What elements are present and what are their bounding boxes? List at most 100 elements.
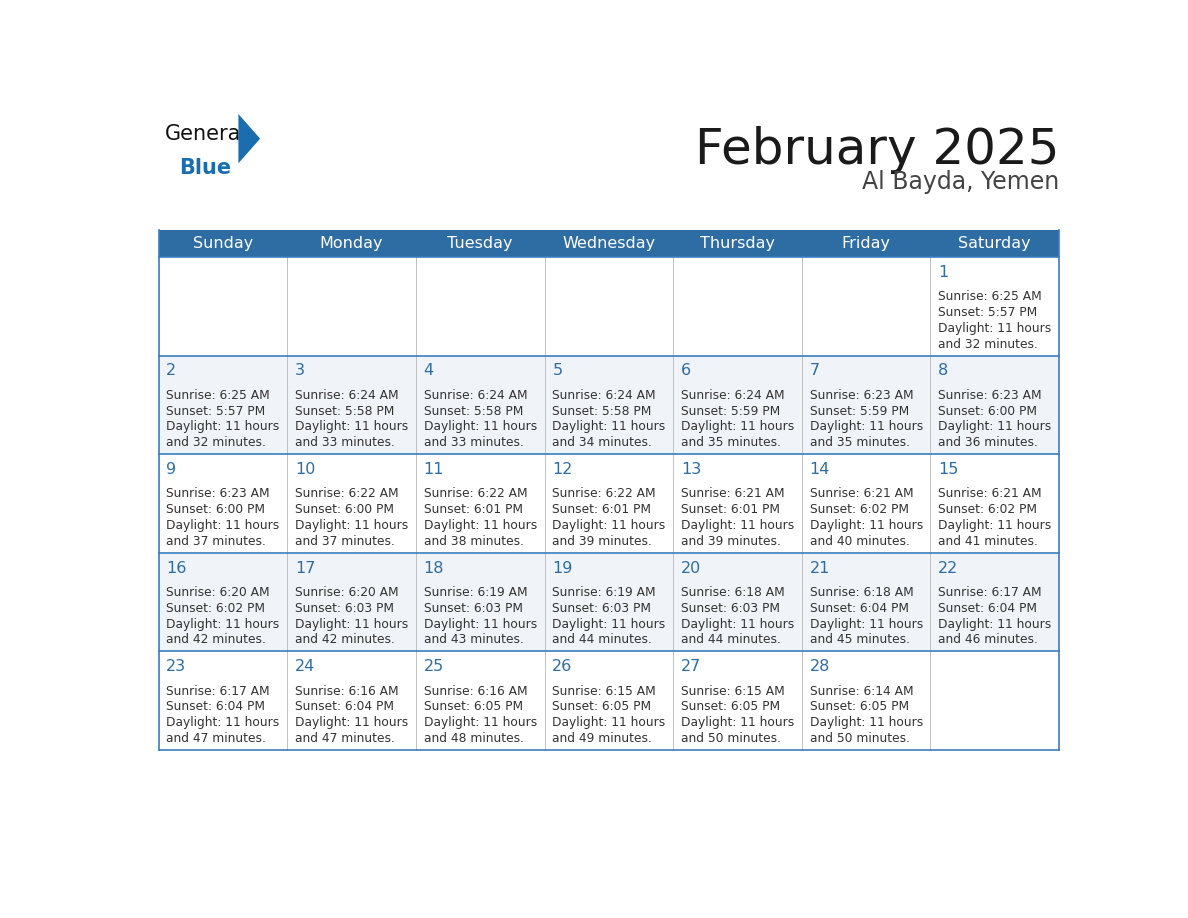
Text: Daylight: 11 hours: Daylight: 11 hours — [681, 716, 794, 729]
Text: Al Bayda, Yemen: Al Bayda, Yemen — [861, 170, 1060, 195]
Text: Sunrise: 6:19 AM: Sunrise: 6:19 AM — [424, 586, 527, 599]
Text: 5: 5 — [552, 364, 562, 378]
Text: 20: 20 — [681, 561, 701, 576]
Text: and 47 minutes.: and 47 minutes. — [295, 732, 394, 744]
Text: Sunset: 6:02 PM: Sunset: 6:02 PM — [939, 503, 1037, 516]
Text: Sunset: 6:00 PM: Sunset: 6:00 PM — [939, 405, 1037, 418]
Text: 9: 9 — [166, 462, 177, 477]
Text: Sunset: 6:03 PM: Sunset: 6:03 PM — [552, 602, 651, 615]
Text: Friday: Friday — [841, 236, 891, 251]
Text: 3: 3 — [295, 364, 305, 378]
Text: Sunset: 5:58 PM: Sunset: 5:58 PM — [295, 405, 394, 418]
Text: Daylight: 11 hours: Daylight: 11 hours — [424, 618, 537, 631]
Text: and 36 minutes.: and 36 minutes. — [939, 436, 1038, 449]
Text: Sunset: 6:04 PM: Sunset: 6:04 PM — [809, 602, 909, 615]
Bar — [158, 230, 1060, 257]
Text: Daylight: 11 hours: Daylight: 11 hours — [552, 716, 665, 729]
Text: 14: 14 — [809, 462, 830, 477]
Text: and 48 minutes.: and 48 minutes. — [424, 732, 524, 744]
Text: Sunset: 6:03 PM: Sunset: 6:03 PM — [295, 602, 394, 615]
Text: and 39 minutes.: and 39 minutes. — [552, 535, 652, 548]
Text: and 35 minutes.: and 35 minutes. — [681, 436, 781, 449]
Text: Saturday: Saturday — [959, 236, 1031, 251]
Text: Daylight: 11 hours: Daylight: 11 hours — [295, 716, 409, 729]
Text: Sunset: 6:00 PM: Sunset: 6:00 PM — [295, 503, 394, 516]
Text: Sunrise: 6:22 AM: Sunrise: 6:22 AM — [295, 487, 399, 500]
Text: and 44 minutes.: and 44 minutes. — [552, 633, 652, 646]
Text: Daylight: 11 hours: Daylight: 11 hours — [939, 322, 1051, 335]
Text: Sunday: Sunday — [192, 236, 253, 251]
Text: and 32 minutes.: and 32 minutes. — [166, 436, 266, 449]
Text: Sunrise: 6:18 AM: Sunrise: 6:18 AM — [681, 586, 785, 599]
Text: and 33 minutes.: and 33 minutes. — [424, 436, 524, 449]
Text: Sunrise: 6:16 AM: Sunrise: 6:16 AM — [424, 685, 527, 698]
Text: Daylight: 11 hours: Daylight: 11 hours — [166, 519, 279, 532]
Text: Sunset: 6:05 PM: Sunset: 6:05 PM — [424, 700, 523, 713]
Text: Daylight: 11 hours: Daylight: 11 hours — [424, 716, 537, 729]
Text: Sunset: 5:59 PM: Sunset: 5:59 PM — [681, 405, 781, 418]
Text: Blue: Blue — [178, 158, 230, 178]
Text: Daylight: 11 hours: Daylight: 11 hours — [552, 519, 665, 532]
Text: 7: 7 — [809, 364, 820, 378]
Text: Sunset: 6:01 PM: Sunset: 6:01 PM — [681, 503, 781, 516]
Text: Sunset: 6:04 PM: Sunset: 6:04 PM — [166, 700, 265, 713]
Text: and 42 minutes.: and 42 minutes. — [295, 633, 394, 646]
Text: 24: 24 — [295, 659, 315, 674]
Text: Sunset: 5:57 PM: Sunset: 5:57 PM — [166, 405, 266, 418]
Text: and 43 minutes.: and 43 minutes. — [424, 633, 524, 646]
Text: Sunset: 6:05 PM: Sunset: 6:05 PM — [681, 700, 781, 713]
Text: Sunrise: 6:21 AM: Sunrise: 6:21 AM — [939, 487, 1042, 500]
Text: 16: 16 — [166, 561, 187, 576]
Bar — [158, 257, 1060, 356]
Text: 23: 23 — [166, 659, 187, 674]
Text: 27: 27 — [681, 659, 701, 674]
Text: 15: 15 — [939, 462, 959, 477]
Text: and 50 minutes.: and 50 minutes. — [681, 732, 781, 744]
Text: and 39 minutes.: and 39 minutes. — [681, 535, 781, 548]
Text: and 33 minutes.: and 33 minutes. — [295, 436, 394, 449]
Text: and 41 minutes.: and 41 minutes. — [939, 535, 1038, 548]
Text: Sunrise: 6:21 AM: Sunrise: 6:21 AM — [681, 487, 784, 500]
Text: Sunrise: 6:17 AM: Sunrise: 6:17 AM — [939, 586, 1042, 599]
Text: Daylight: 11 hours: Daylight: 11 hours — [809, 519, 923, 532]
Text: Sunrise: 6:17 AM: Sunrise: 6:17 AM — [166, 685, 270, 698]
Text: Sunrise: 6:19 AM: Sunrise: 6:19 AM — [552, 586, 656, 599]
Text: and 40 minutes.: and 40 minutes. — [809, 535, 910, 548]
Text: Tuesday: Tuesday — [448, 236, 513, 251]
Text: 12: 12 — [552, 462, 573, 477]
Text: Wednesday: Wednesday — [562, 236, 656, 251]
Text: Sunrise: 6:20 AM: Sunrise: 6:20 AM — [295, 586, 399, 599]
Text: and 50 minutes.: and 50 minutes. — [809, 732, 910, 744]
Text: Daylight: 11 hours: Daylight: 11 hours — [552, 618, 665, 631]
Text: Thursday: Thursday — [700, 236, 775, 251]
Text: Sunrise: 6:24 AM: Sunrise: 6:24 AM — [552, 389, 656, 402]
Text: and 42 minutes.: and 42 minutes. — [166, 633, 266, 646]
Text: 26: 26 — [552, 659, 573, 674]
Text: 2: 2 — [166, 364, 177, 378]
Polygon shape — [239, 114, 260, 163]
Text: Daylight: 11 hours: Daylight: 11 hours — [424, 420, 537, 433]
Text: Sunset: 6:03 PM: Sunset: 6:03 PM — [424, 602, 523, 615]
Text: Sunset: 5:58 PM: Sunset: 5:58 PM — [424, 405, 523, 418]
Text: Sunrise: 6:22 AM: Sunrise: 6:22 AM — [424, 487, 527, 500]
Text: General: General — [165, 124, 247, 144]
Text: Daylight: 11 hours: Daylight: 11 hours — [166, 420, 279, 433]
Text: and 37 minutes.: and 37 minutes. — [166, 535, 266, 548]
Text: Daylight: 11 hours: Daylight: 11 hours — [939, 519, 1051, 532]
Text: 8: 8 — [939, 364, 948, 378]
Text: and 45 minutes.: and 45 minutes. — [809, 633, 910, 646]
Text: Sunrise: 6:24 AM: Sunrise: 6:24 AM — [295, 389, 399, 402]
Text: Sunrise: 6:22 AM: Sunrise: 6:22 AM — [552, 487, 656, 500]
Text: Sunset: 6:04 PM: Sunset: 6:04 PM — [295, 700, 394, 713]
Text: Sunrise: 6:25 AM: Sunrise: 6:25 AM — [166, 389, 270, 402]
Text: Sunset: 6:03 PM: Sunset: 6:03 PM — [681, 602, 781, 615]
Text: Sunset: 6:01 PM: Sunset: 6:01 PM — [552, 503, 651, 516]
Text: Sunset: 5:57 PM: Sunset: 5:57 PM — [939, 306, 1037, 319]
Text: Daylight: 11 hours: Daylight: 11 hours — [681, 618, 794, 631]
Text: Sunrise: 6:23 AM: Sunrise: 6:23 AM — [939, 389, 1042, 402]
Text: and 38 minutes.: and 38 minutes. — [424, 535, 524, 548]
Text: 25: 25 — [424, 659, 444, 674]
Text: Sunrise: 6:20 AM: Sunrise: 6:20 AM — [166, 586, 270, 599]
Text: Sunset: 6:04 PM: Sunset: 6:04 PM — [939, 602, 1037, 615]
Text: Sunrise: 6:18 AM: Sunrise: 6:18 AM — [809, 586, 914, 599]
